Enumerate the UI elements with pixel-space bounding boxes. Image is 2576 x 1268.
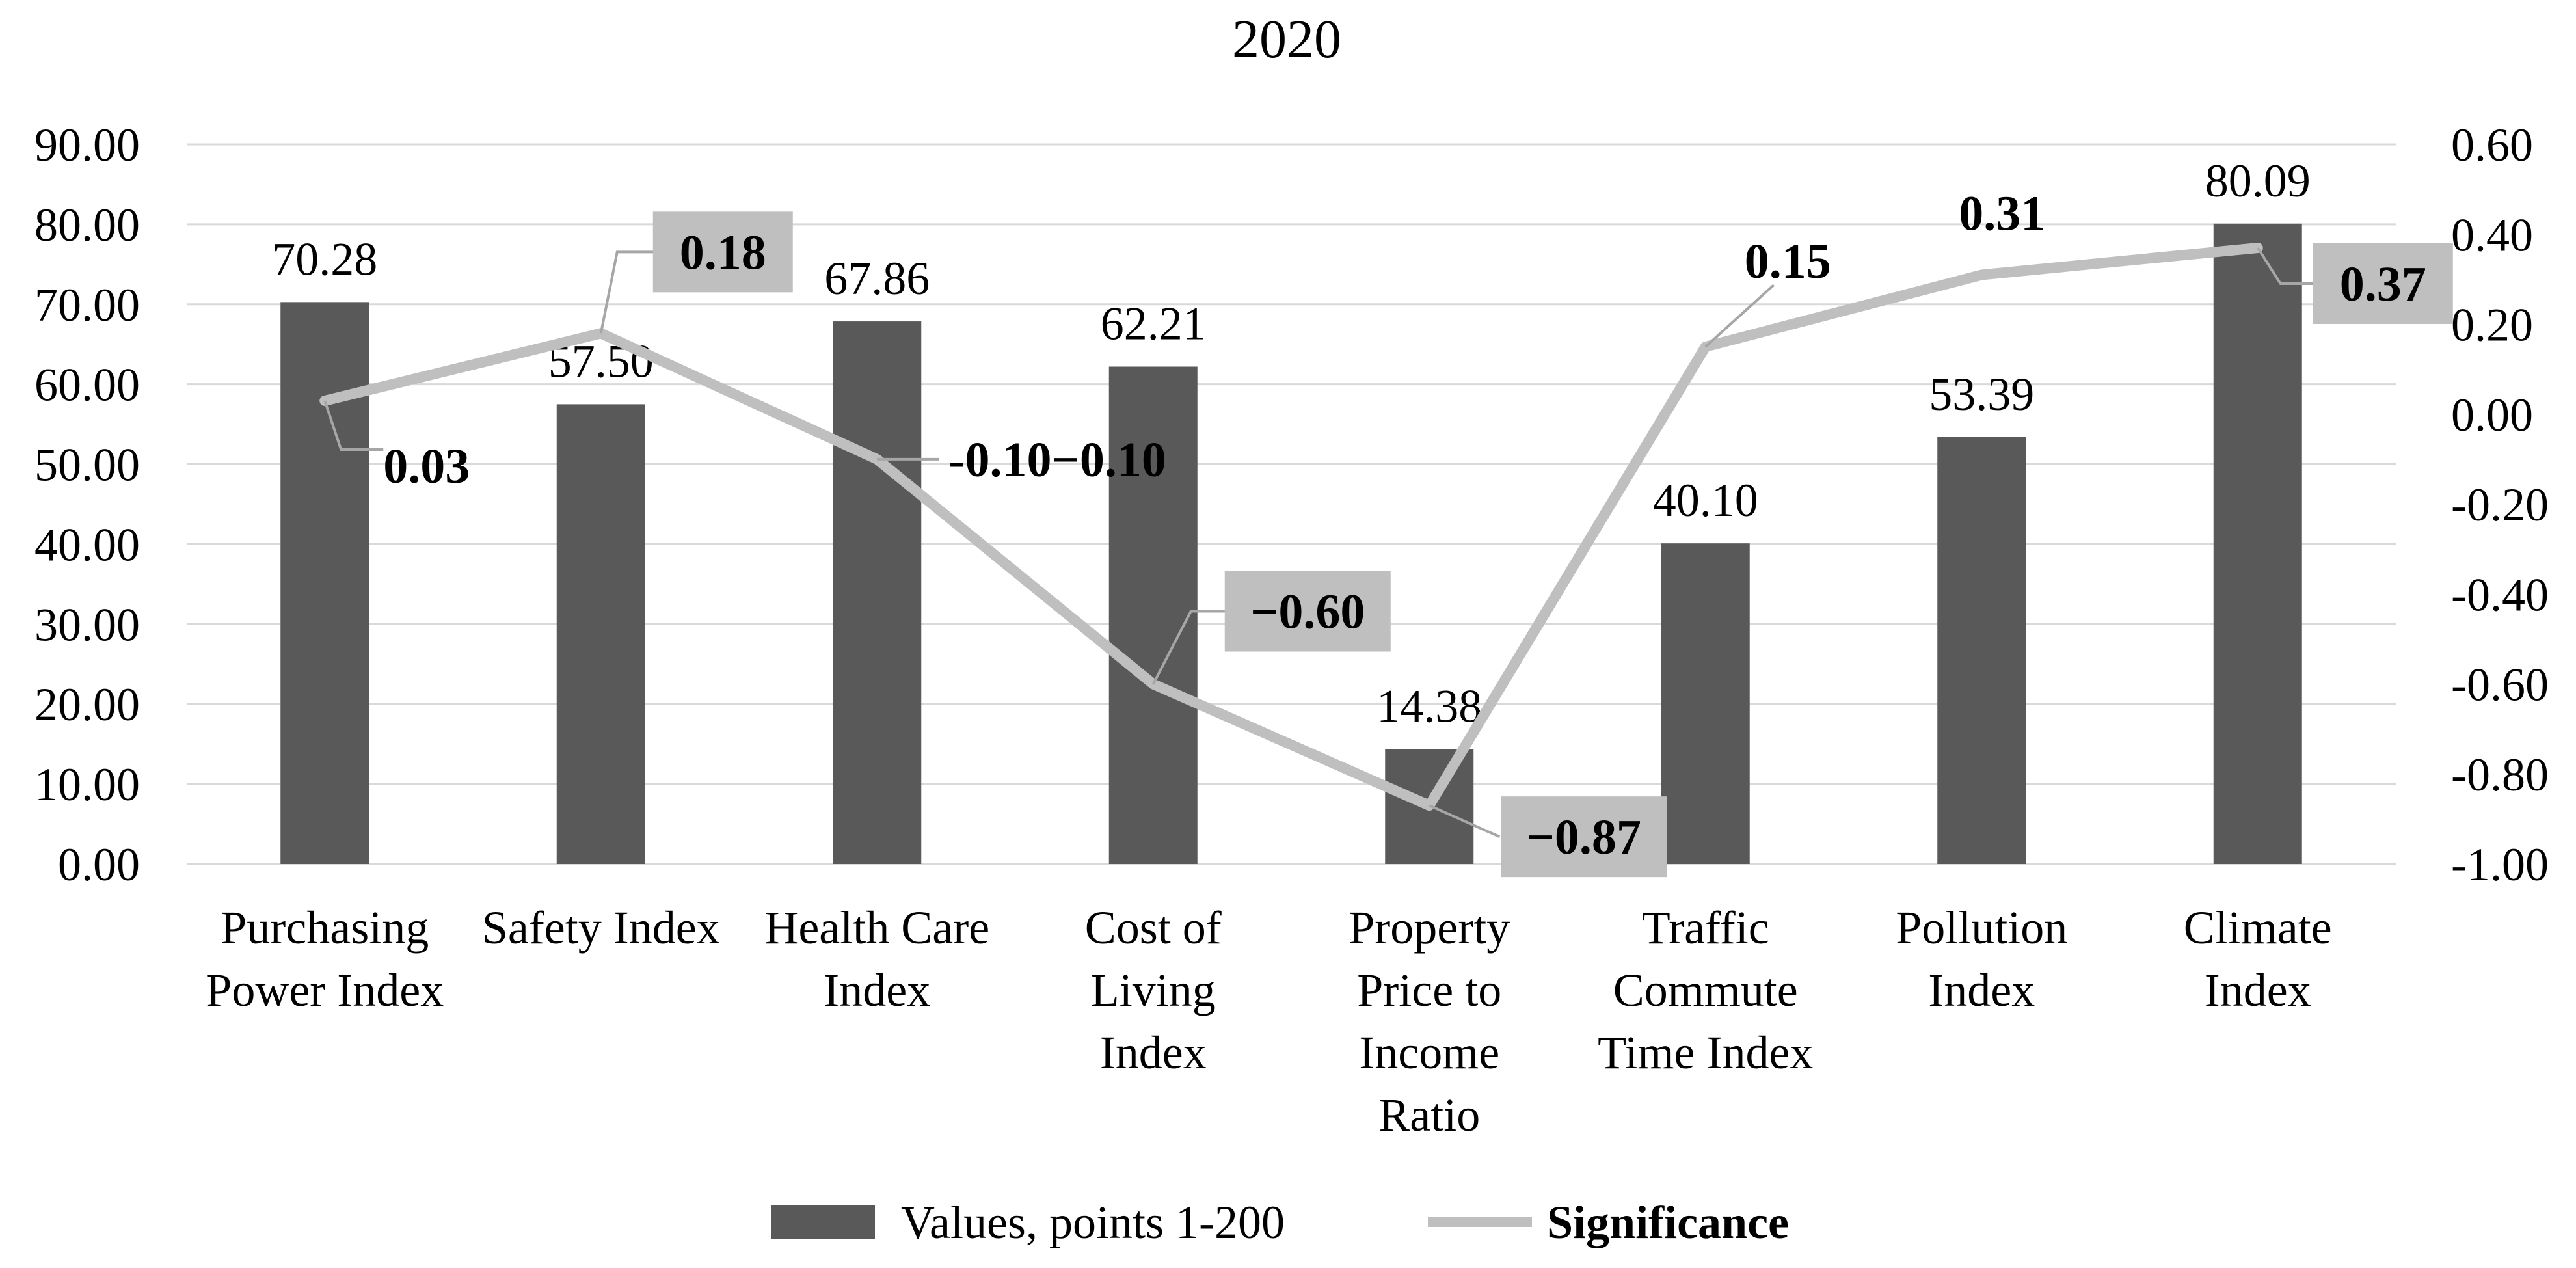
bar	[556, 404, 645, 864]
right-tick-label: 0.00	[2451, 389, 2533, 441]
bar	[1661, 543, 1750, 864]
left-axis-ticks: 0.00 10.00 20.00 30.00 40.00 50.00 60.00 70.00 8…	[34, 119, 140, 891]
right-tick-label: -0.80	[2451, 749, 2549, 801]
leader-line	[1429, 804, 1501, 838]
category-label: Safety Index	[482, 902, 720, 954]
left-tick-label: 50.00	[34, 439, 140, 491]
significance-point	[596, 329, 606, 338]
bar-value-label: 62.21	[1101, 298, 1206, 350]
bar-value-label: 53.39	[1929, 368, 2034, 420]
right-tick-label: 0.20	[2451, 299, 2533, 351]
category-label: Traffic	[1642, 902, 1769, 954]
bar-value-label: 14.38	[1376, 680, 1482, 732]
significance-label: 0.15	[1745, 234, 1831, 289]
category-label: Ratio	[1378, 1089, 1480, 1141]
left-tick-label: 60.00	[34, 359, 140, 411]
category-label: Price to	[1357, 964, 1501, 1016]
category-label: Living	[1091, 964, 1216, 1016]
chart-title: 2020	[1232, 9, 1341, 70]
significance-label: 0.31	[1959, 186, 2045, 241]
left-tick-label: 10.00	[34, 759, 140, 811]
leader-line	[323, 400, 384, 452]
significance-label: −0.60	[1250, 585, 1365, 640]
leader-line	[2257, 247, 2316, 285]
significance-label: 0.03	[383, 439, 470, 494]
right-tick-label: 0.60	[2451, 119, 2533, 171]
significance-point	[1977, 270, 1987, 280]
category-label: Income	[1359, 1027, 1499, 1079]
left-tick-label: 30.00	[34, 599, 140, 651]
significance-line	[319, 242, 2263, 811]
left-tick-label: 40.00	[34, 519, 140, 571]
significance-label: 0.37	[2340, 257, 2426, 312]
category-label: Commute	[1613, 964, 1798, 1016]
bar	[2213, 223, 2302, 864]
category-label: Purchasing	[221, 902, 429, 954]
legend-bar-label: Values, points 1-200	[901, 1196, 1285, 1248]
bar	[1108, 366, 1198, 864]
category-label: Index	[1928, 964, 2035, 1016]
significance-label: -0.10−0.10	[948, 433, 1166, 487]
significance-label-box	[2313, 243, 2453, 324]
category-label: Index	[2205, 964, 2311, 1016]
category-label: Pollution	[1896, 902, 2067, 954]
bar-value-label: 70.28	[272, 233, 377, 285]
gridlines	[187, 143, 2396, 865]
leader-line	[1151, 610, 1228, 685]
category-label: Property	[1348, 902, 1510, 954]
category-labels: Purchasing Power Index Safety Index Health …	[206, 902, 2331, 1141]
right-tick-label: 0.40	[2451, 209, 2533, 261]
legend-bar-swatch	[771, 1205, 875, 1239]
category-label: Power Index	[206, 964, 444, 1016]
right-tick-label: -1.00	[2451, 839, 2549, 891]
bar-value-label: 40.10	[1653, 474, 1758, 526]
left-tick-label: 90.00	[34, 119, 140, 171]
right-tick-label: -0.40	[2451, 569, 2549, 621]
category-label: Index	[1100, 1027, 1207, 1079]
significance-label-box	[652, 211, 793, 293]
category-label: Cost of	[1085, 902, 1222, 954]
bar	[1937, 437, 2026, 864]
right-axis-ticks: -1.00 -0.80 -0.60 -0.40 -0.20 0.00 0.20 0.40 0.6…	[2451, 119, 2549, 891]
legend: Values, points 1-200 Significance	[771, 1196, 1789, 1248]
left-tick-label: 20.00	[34, 679, 140, 731]
left-tick-label: 70.00	[34, 279, 140, 331]
significance-label: −0.87	[1527, 810, 1641, 865]
bar	[833, 321, 922, 864]
significance-label-box	[1224, 571, 1391, 652]
bar-value-label: 80.09	[2205, 155, 2311, 207]
category-label: Climate	[2184, 902, 2332, 954]
right-tick-label: -0.60	[2451, 659, 2549, 711]
category-label: Time Index	[1598, 1027, 1813, 1079]
bar-value-label: 67.86	[824, 252, 930, 304]
significance-label-box	[1501, 796, 1667, 878]
significance-data-labels: 0.03 0.18 -0.10−0.10 −0.60 −0.87 0.15 0.31 0.37	[323, 186, 2453, 878]
category-label: Index	[824, 964, 930, 1016]
legend-line-label: Significance	[1547, 1196, 1789, 1248]
left-tick-label: 80.00	[34, 199, 140, 251]
right-tick-label: -0.20	[2451, 479, 2549, 531]
leader-line	[599, 250, 656, 334]
leader-line	[1704, 284, 1775, 348]
bar	[280, 302, 369, 864]
significance-label: 0.18	[680, 225, 766, 280]
left-tick-label: 0.00	[58, 839, 140, 891]
category-label: Health Care	[764, 902, 989, 954]
